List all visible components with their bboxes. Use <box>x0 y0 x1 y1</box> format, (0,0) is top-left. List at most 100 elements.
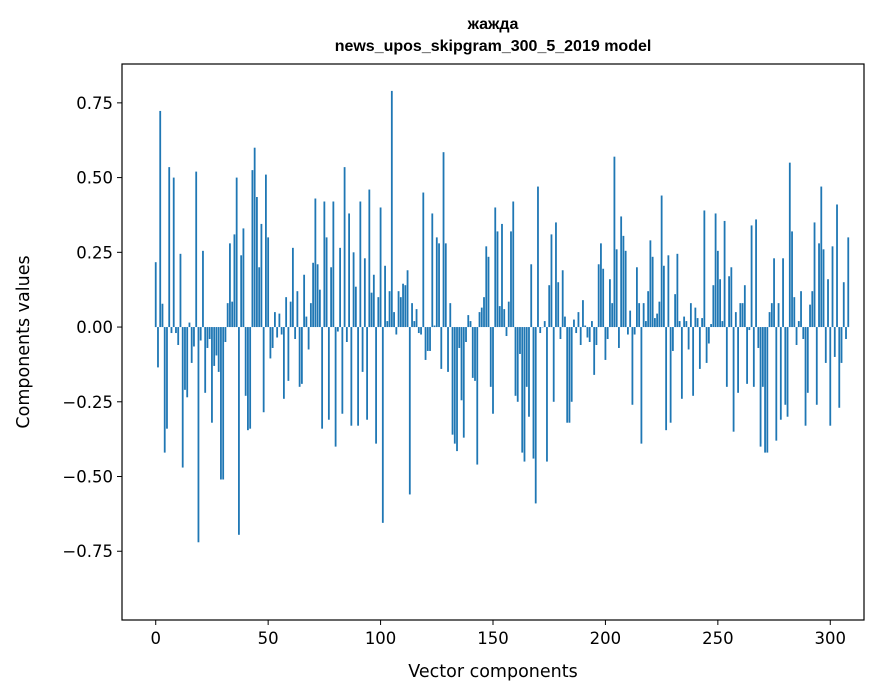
bar <box>280 327 283 335</box>
bar <box>521 327 524 453</box>
bar <box>327 327 330 420</box>
bar <box>591 321 593 328</box>
bar <box>725 327 728 387</box>
bar <box>469 321 472 328</box>
bar <box>773 258 775 328</box>
bar <box>267 237 270 328</box>
bar <box>318 289 321 328</box>
bar <box>615 249 618 328</box>
bar <box>386 321 389 328</box>
bar <box>734 312 737 328</box>
bar <box>696 318 699 328</box>
bar <box>314 198 317 328</box>
bar <box>494 207 497 328</box>
bar <box>359 201 362 328</box>
bar <box>253 147 256 328</box>
bar <box>206 327 209 348</box>
bar <box>339 247 341 328</box>
bar <box>546 327 548 462</box>
bar <box>770 303 773 328</box>
bar <box>420 327 422 335</box>
bar <box>815 327 818 405</box>
bar <box>404 285 407 328</box>
bar <box>582 300 584 328</box>
bar <box>573 319 575 328</box>
bar <box>305 316 308 328</box>
bar <box>368 189 371 328</box>
bar <box>242 228 245 328</box>
bar <box>217 327 220 372</box>
bar <box>678 321 681 328</box>
bar <box>161 303 164 328</box>
bar <box>426 327 429 351</box>
bar <box>357 327 359 426</box>
bar <box>202 250 204 328</box>
bar <box>233 234 236 328</box>
bar <box>842 282 845 328</box>
bar <box>645 321 647 328</box>
bar <box>712 285 715 328</box>
bar <box>172 177 175 328</box>
bar <box>795 327 798 345</box>
bar <box>523 327 526 462</box>
bar <box>476 327 479 465</box>
bar <box>732 327 735 432</box>
bar <box>550 234 553 328</box>
bar <box>336 327 339 332</box>
bar <box>238 327 240 535</box>
x-tick-label: 200 <box>590 629 622 648</box>
bar <box>653 318 656 328</box>
bar <box>539 327 542 334</box>
bar <box>640 327 643 444</box>
bar <box>804 327 807 426</box>
bar <box>393 312 395 328</box>
x-tick-label: 150 <box>477 629 509 648</box>
bar <box>186 327 189 398</box>
bar <box>777 303 780 328</box>
bar <box>820 186 823 328</box>
bar <box>723 220 726 328</box>
bar <box>456 327 458 452</box>
bar <box>761 327 764 387</box>
bar <box>692 327 695 396</box>
bar <box>211 327 213 423</box>
bar <box>402 283 404 328</box>
bar <box>415 309 418 328</box>
bar <box>791 231 793 328</box>
bar <box>307 327 310 350</box>
x-tick-label: 100 <box>365 629 397 648</box>
bar <box>575 327 578 334</box>
bar <box>431 213 434 328</box>
bar <box>730 267 733 328</box>
bar <box>159 110 162 328</box>
bar <box>204 327 207 393</box>
bar <box>559 327 562 340</box>
bar <box>449 303 452 328</box>
bar <box>453 327 456 444</box>
bar <box>478 312 481 328</box>
bar <box>244 327 247 396</box>
bar <box>701 318 704 328</box>
y-tick-label: 0.25 <box>76 243 113 262</box>
chart-title-line1: жажда <box>467 16 519 33</box>
bar <box>334 327 337 447</box>
bar <box>743 285 746 328</box>
bar <box>703 210 706 328</box>
x-tick-label: 250 <box>702 629 734 648</box>
bar-series <box>154 90 850 543</box>
bar <box>741 303 744 328</box>
bar <box>154 262 157 328</box>
bar <box>251 170 254 328</box>
bar <box>433 325 436 328</box>
bar <box>649 240 652 328</box>
bar <box>566 327 569 423</box>
bar <box>179 253 182 328</box>
bar <box>184 327 186 390</box>
y-axis-ticks: −0.75 −0.50 −0.25 0.00 0.25 0.50 0.75 <box>62 94 122 561</box>
bar <box>604 327 607 360</box>
bar <box>685 321 688 328</box>
bar <box>487 256 490 328</box>
bar <box>181 327 184 468</box>
bar <box>247 327 249 431</box>
bar <box>528 327 530 417</box>
